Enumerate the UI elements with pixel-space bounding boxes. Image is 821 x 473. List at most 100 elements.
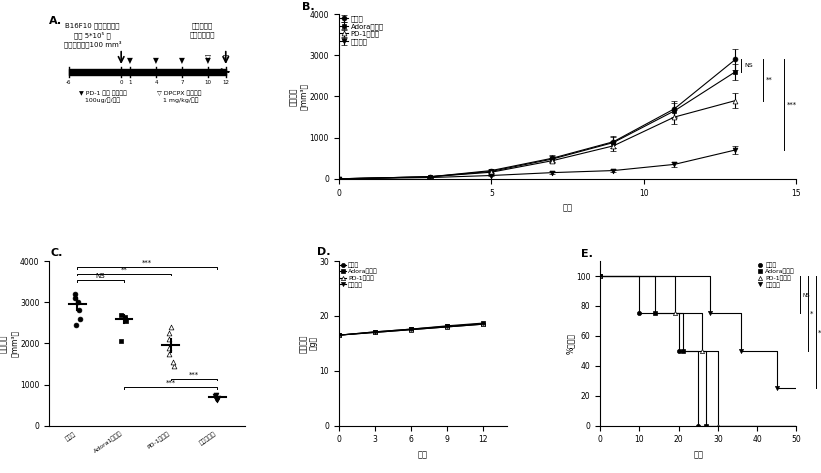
Point — [162, 335, 175, 343]
Adora抑制组 — [701, 423, 711, 429]
Point — [72, 307, 85, 314]
Line: PD-1单抗组: PD-1单抗组 — [337, 322, 485, 337]
Text: 7: 7 — [181, 80, 184, 85]
Text: 12: 12 — [222, 80, 229, 85]
PD-1单抗组 — [670, 311, 680, 316]
Text: **: ** — [766, 77, 773, 83]
Text: ***: *** — [166, 380, 176, 386]
Y-axis label: 小鼠体重
（g）: 小鼠体重 （g） — [299, 334, 318, 353]
Text: D.: D. — [317, 247, 331, 257]
Text: ***: *** — [189, 372, 199, 378]
Adora抑制组 — [478, 321, 488, 326]
PD-1单抗组 — [369, 330, 379, 335]
Adora抑制组 — [406, 326, 415, 332]
PD-1单抗组 — [713, 423, 722, 429]
Point — [167, 358, 180, 366]
对照组 — [442, 324, 452, 330]
Point — [167, 362, 181, 370]
Line: Adora抑制组: Adora抑制组 — [337, 322, 485, 337]
Text: 获取肿瘤并: 获取肿瘤并 — [191, 22, 213, 29]
Point — [163, 350, 176, 358]
联合预组 — [369, 329, 379, 335]
Line: 联合预组: 联合预组 — [599, 274, 779, 390]
联合预组 — [736, 348, 746, 354]
Text: **: ** — [818, 330, 821, 336]
Text: ▼: ▼ — [179, 56, 185, 65]
Y-axis label: %存活率: %存活率 — [566, 333, 575, 354]
Line: 联合预组: 联合预组 — [337, 321, 485, 337]
PD-1单抗组 — [442, 324, 452, 330]
X-axis label: 天数: 天数 — [693, 450, 704, 459]
Text: E.: E. — [580, 249, 593, 259]
联合预组 — [406, 326, 415, 332]
联合预组 — [705, 311, 715, 316]
Text: 1: 1 — [128, 80, 131, 85]
Point — [163, 329, 176, 337]
Text: ▼ PD-1 单抗 腹腔注射: ▼ PD-1 单抗 腹腔注射 — [79, 90, 126, 96]
Text: 0: 0 — [119, 80, 123, 85]
Point — [120, 317, 133, 324]
Text: 1 mg/kg/小鼠: 1 mg/kg/小鼠 — [157, 97, 199, 103]
Text: *: * — [810, 310, 814, 316]
联合预组 — [478, 320, 488, 326]
Text: ▼: ▼ — [127, 56, 133, 65]
Adora抑制组 — [334, 333, 344, 338]
Text: **: ** — [121, 267, 127, 273]
Text: B.: B. — [302, 2, 314, 12]
PD-1单抗组 — [595, 273, 605, 279]
对照组 — [595, 273, 605, 279]
对照组 — [334, 333, 344, 338]
对照组 — [478, 321, 488, 327]
Point — [164, 323, 177, 331]
Y-axis label: 肿瘤体积
（mm³）: 肿瘤体积 （mm³） — [0, 330, 19, 357]
Text: ***: *** — [142, 260, 153, 266]
Point — [74, 315, 87, 323]
联合预组 — [595, 273, 605, 279]
Point — [68, 290, 81, 298]
Legend: 对照组, Adora抑制组, PD-1单抗组, 联合预组: 对照组, Adora抑制组, PD-1单抗组, 联合预组 — [757, 263, 795, 288]
对照组 — [694, 423, 704, 429]
Point — [209, 392, 222, 400]
Text: NS: NS — [802, 293, 810, 298]
Text: ▼: ▼ — [205, 56, 211, 65]
Text: NS: NS — [96, 273, 105, 279]
Text: C.: C. — [50, 248, 62, 258]
PD-1单抗组 — [406, 327, 415, 333]
PD-1单抗组 — [478, 321, 488, 327]
Point — [118, 315, 131, 323]
Text: 4: 4 — [154, 80, 158, 85]
Point — [114, 311, 127, 318]
Text: -6: -6 — [67, 80, 71, 85]
Text: ▼: ▼ — [153, 56, 159, 65]
Text: ▽ DPCPX 腹腔注射: ▽ DPCPX 腹腔注射 — [157, 90, 202, 96]
Adora抑制组 — [595, 273, 605, 279]
Text: 进行数据分析: 进行数据分析 — [190, 32, 215, 38]
X-axis label: 天数: 天数 — [418, 450, 428, 459]
Text: 肿瘤生长量约100 mm³: 肿瘤生长量约100 mm³ — [64, 41, 122, 48]
Y-axis label: 肿瘤体积
（mm³）: 肿瘤体积 （mm³） — [289, 83, 308, 110]
Point — [71, 298, 85, 306]
Text: 10: 10 — [204, 80, 212, 85]
对照组 — [674, 348, 684, 354]
对照组 — [369, 330, 379, 335]
Point — [162, 344, 175, 351]
联合预组 — [334, 333, 344, 338]
联合预组 — [772, 385, 782, 391]
Point — [209, 391, 222, 399]
Adora抑制组 — [677, 348, 687, 354]
对照组 — [406, 327, 415, 333]
Point — [210, 396, 223, 404]
对照组 — [635, 311, 644, 316]
Text: 100ug/次/小鼠: 100ug/次/小鼠 — [79, 97, 120, 103]
Point — [114, 338, 127, 345]
Line: Adora抑制组: Adora抑制组 — [599, 274, 709, 428]
Line: 对照组: 对照组 — [599, 274, 700, 428]
Line: PD-1单抗组: PD-1单抗组 — [599, 274, 720, 428]
Adora抑制组 — [369, 329, 379, 335]
Text: ▽: ▽ — [222, 53, 229, 62]
Text: B16F10 野生型细胞株: B16F10 野生型细胞株 — [65, 22, 120, 29]
Legend: 对照组, Adora抑制组, PD-1单抗组, 联合预组: 对照组, Adora抑制组, PD-1单抗组, 联合预组 — [340, 16, 383, 45]
Legend: 对照组, Adora抑制组, PD-1单抗组, 联合预组: 对照组, Adora抑制组, PD-1单抗组, 联合预组 — [340, 263, 378, 288]
PD-1单抗组 — [334, 333, 344, 338]
Point — [212, 394, 225, 402]
